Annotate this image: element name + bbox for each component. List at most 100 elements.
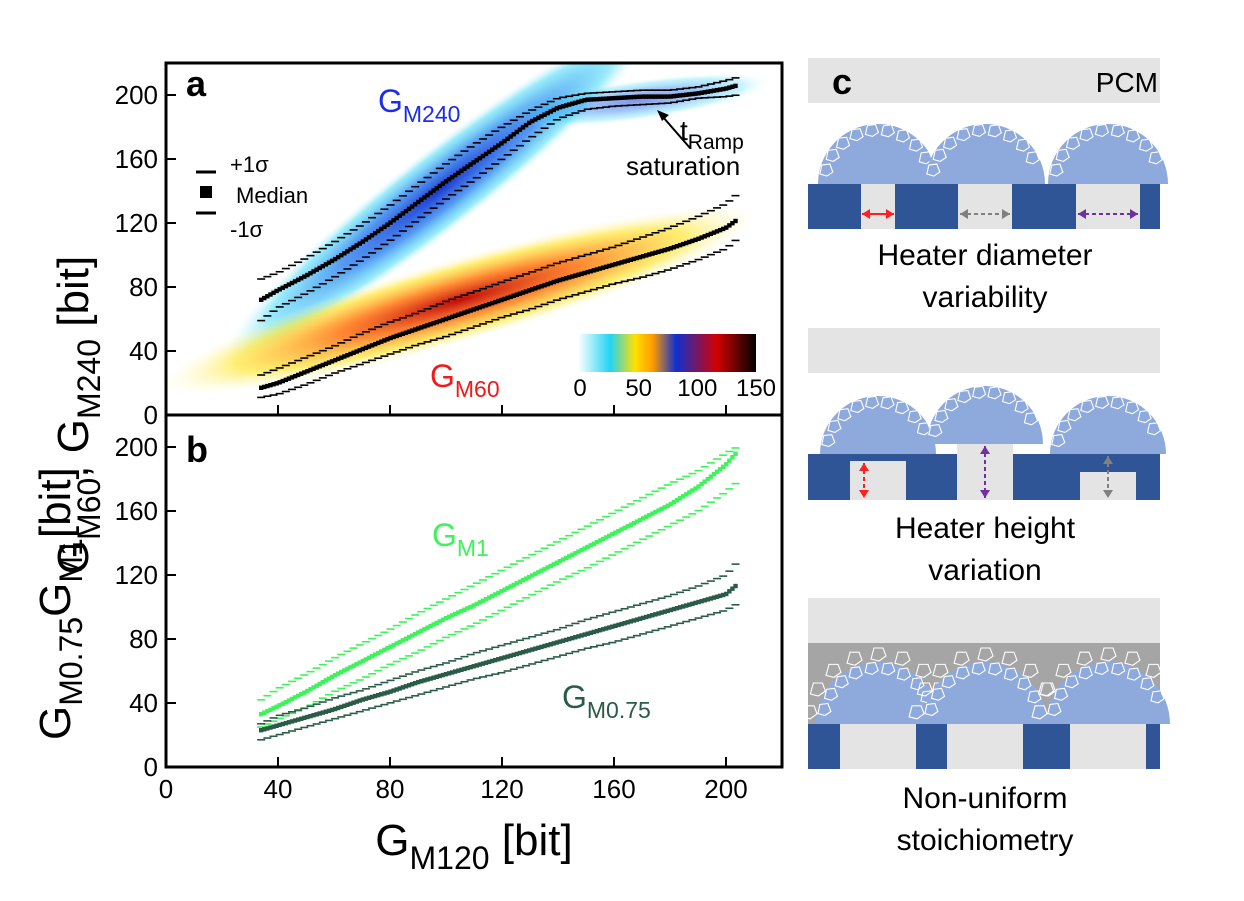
gm240-median-point (320, 264, 325, 269)
gm075-median-point (499, 656, 504, 661)
gm60-density-cloud (166, 205, 759, 395)
gm60-median-point (591, 268, 597, 273)
gm240-median-point (523, 122, 529, 128)
gm075-median-point (280, 721, 285, 727)
gm240-median-point (468, 162, 473, 167)
x-tick-label: 160 (592, 774, 635, 804)
grain (953, 651, 970, 666)
gm1-median-point (508, 584, 513, 589)
gm075-median-point (299, 716, 304, 721)
grain (1125, 129, 1141, 143)
gm240-median-point (724, 86, 729, 91)
grain (1055, 663, 1072, 678)
gm1-median-point (271, 706, 276, 711)
gm240-median-point (431, 188, 436, 193)
gm240-minus-sigma-band (257, 94, 740, 322)
gm075-median-point (351, 700, 356, 705)
grain (934, 409, 949, 424)
gm60-median-point (733, 218, 738, 224)
gm075-median-point (582, 632, 587, 637)
y-tick-label-a: 120 (115, 208, 158, 238)
grain (971, 661, 986, 676)
gm1-median-point (690, 488, 695, 493)
gm075-median-point (409, 682, 415, 687)
gm240-median-point (539, 114, 544, 119)
gm1-median-point (671, 499, 677, 505)
gm60-median-point (585, 269, 590, 275)
x-tick-label: 120 (480, 774, 523, 804)
gm075-median-point (314, 712, 319, 717)
gm240-median-point (357, 241, 362, 246)
gm240-median-point (696, 91, 701, 96)
gm1-median-point (573, 551, 578, 556)
grain (955, 666, 970, 680)
gm1-median-point (499, 589, 504, 594)
grain (1047, 702, 1062, 717)
gm075-median-point (302, 715, 307, 721)
gm1-median-point (289, 696, 295, 702)
gm240-median-point (690, 91, 695, 97)
gm240-median-point (588, 97, 593, 102)
grain (1095, 395, 1110, 409)
gm240-median-point (628, 95, 633, 100)
gm60-median-point (382, 338, 387, 343)
gm240-median-point (363, 237, 369, 242)
grain (972, 385, 987, 399)
gm1-median-point (714, 469, 720, 474)
gm1-median-point (308, 687, 313, 692)
gm075-median-point (277, 722, 282, 728)
grain (1039, 682, 1057, 697)
grain (1001, 391, 1017, 405)
gm075-median-point (668, 607, 674, 613)
gm240-median-point (508, 134, 513, 139)
gm240-median-point (610, 96, 615, 101)
gm60-median-point (677, 242, 683, 248)
gm075-median-point (385, 690, 390, 695)
gm240-median-point (591, 97, 597, 102)
gm075-median-point (613, 623, 618, 628)
gm60-median-point (625, 258, 630, 263)
gm240-median-point (717, 87, 723, 92)
gm075-median-point (517, 650, 523, 656)
gm075-median-point (628, 619, 633, 624)
gm1-median-point (437, 619, 443, 624)
gm1-median-point (320, 680, 325, 685)
gm60-median-point (634, 255, 640, 261)
gm60-median-point (668, 246, 674, 251)
gm075-median-point (262, 727, 267, 732)
gm075-median-point (687, 602, 692, 607)
gm240-median-point (600, 96, 606, 102)
gm075-median-point (533, 646, 538, 651)
panel-a: 0 40 80 120 160 200 a +1σ Median -1σ tRamp sa… (115, 61, 784, 430)
gm240-median-point (314, 267, 319, 272)
gm075-median-point (394, 687, 399, 692)
gm240-median-point (419, 197, 424, 202)
gm075-median-point (265, 726, 270, 731)
gm60-median-point (336, 356, 341, 362)
gm240-median-point (274, 288, 279, 294)
gm240-median-point (668, 94, 674, 99)
gm60-median-point (588, 269, 593, 274)
gm60-median-point (523, 289, 529, 294)
gm240-median-point (428, 190, 433, 196)
gm1-median-point (376, 650, 381, 656)
height-arrow-red (859, 463, 869, 498)
grain (880, 124, 896, 138)
gm240-median-point (366, 235, 372, 240)
pcm-layer-1 (808, 58, 1160, 103)
gm60-median-point (409, 328, 415, 333)
gm075-median-point (640, 615, 646, 621)
gm1-median-point (302, 690, 307, 695)
grain (864, 661, 879, 676)
gm1-series-label: GM1 (432, 517, 489, 561)
grain (825, 663, 842, 678)
gm1-median-point (299, 692, 304, 697)
gm60-median-point (693, 237, 698, 243)
grain (1080, 399, 1095, 414)
gm1-median-point (259, 712, 264, 717)
gm240-median-series (259, 83, 738, 302)
gm60-median-point (302, 370, 307, 375)
gm075-median-point (348, 701, 353, 706)
gm60-median-point (363, 345, 369, 351)
gm1-median-point (449, 613, 455, 618)
